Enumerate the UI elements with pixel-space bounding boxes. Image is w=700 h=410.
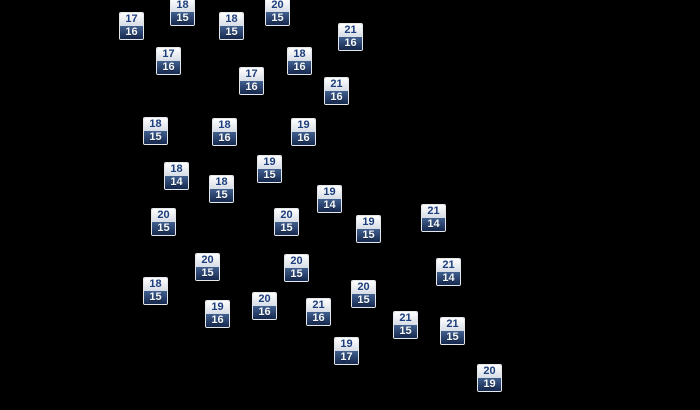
temperature-marker[interactable]: 20 19 — [477, 364, 502, 392]
low-temp-label: 15 — [196, 267, 219, 280]
temperature-marker[interactable]: 18 15 — [170, 0, 195, 26]
temperature-marker[interactable]: 18 15 — [143, 277, 168, 305]
temperature-marker[interactable]: 18 14 — [164, 162, 189, 190]
low-temp-label: 15 — [285, 268, 308, 281]
temperature-marker[interactable]: 20 15 — [151, 208, 176, 236]
temperature-marker[interactable]: 18 15 — [209, 175, 234, 203]
temperature-marker[interactable]: 21 14 — [436, 258, 461, 286]
low-temp-label: 15 — [352, 294, 375, 307]
temperature-marker[interactable]: 19 16 — [205, 300, 230, 328]
low-temp-label: 14 — [422, 218, 445, 231]
temperature-marker[interactable]: 17 16 — [119, 12, 144, 40]
high-temp-label: 18 — [165, 163, 188, 176]
high-temp-label: 18 — [144, 118, 167, 131]
temperature-marker[interactable]: 21 15 — [440, 317, 465, 345]
low-temp-label: 16 — [240, 81, 263, 94]
high-temp-label: 20 — [152, 209, 175, 222]
temperature-marker[interactable]: 20 15 — [284, 254, 309, 282]
temperature-marker[interactable]: 20 15 — [195, 253, 220, 281]
low-temp-label: 16 — [206, 314, 229, 327]
temperature-marker[interactable]: 19 15 — [356, 215, 381, 243]
high-temp-label: 21 — [325, 78, 348, 91]
low-temp-label: 14 — [437, 272, 460, 285]
temperature-marker[interactable]: 19 17 — [334, 337, 359, 365]
low-temp-label: 15 — [220, 26, 243, 39]
high-temp-label: 19 — [335, 338, 358, 351]
temperature-marker[interactable]: 19 14 — [317, 185, 342, 213]
high-temp-label: 21 — [394, 312, 417, 325]
low-temp-label: 15 — [210, 189, 233, 202]
high-temp-label: 17 — [240, 68, 263, 81]
low-temp-label: 16 — [120, 26, 143, 39]
temperature-marker[interactable]: 18 15 — [219, 12, 244, 40]
high-temp-label: 20 — [275, 209, 298, 222]
temperature-marker[interactable]: 20 15 — [265, 0, 290, 26]
low-temp-label: 19 — [478, 378, 501, 391]
high-temp-label: 20 — [196, 254, 219, 267]
high-temp-label: 20 — [266, 0, 289, 12]
temperature-marker[interactable]: 21 16 — [306, 298, 331, 326]
low-temp-label: 16 — [339, 37, 362, 50]
high-temp-label: 18 — [220, 13, 243, 26]
low-temp-label: 15 — [441, 331, 464, 344]
temperature-marker[interactable]: 21 16 — [324, 77, 349, 105]
low-temp-label: 16 — [325, 91, 348, 104]
temperature-marker[interactable]: 18 16 — [287, 47, 312, 75]
low-temp-label: 16 — [307, 312, 330, 325]
temperature-marker[interactable]: 20 16 — [252, 292, 277, 320]
high-temp-label: 19 — [292, 119, 315, 132]
high-temp-label: 18 — [213, 119, 236, 132]
temperature-marker[interactable]: 21 15 — [393, 311, 418, 339]
low-temp-label: 17 — [335, 351, 358, 364]
high-temp-label: 19 — [258, 156, 281, 169]
temperature-marker[interactable]: 20 15 — [351, 280, 376, 308]
temperature-marker[interactable]: 21 16 — [338, 23, 363, 51]
temperature-marker[interactable]: 17 16 — [156, 47, 181, 75]
high-temp-label: 17 — [157, 48, 180, 61]
low-temp-label: 15 — [152, 222, 175, 235]
high-temp-label: 19 — [357, 216, 380, 229]
low-temp-label: 16 — [157, 61, 180, 74]
high-temp-label: 21 — [441, 318, 464, 331]
high-temp-label: 17 — [120, 13, 143, 26]
high-temp-label: 18 — [288, 48, 311, 61]
low-temp-label: 15 — [266, 12, 289, 25]
high-temp-label: 20 — [253, 293, 276, 306]
high-temp-label: 19 — [206, 301, 229, 314]
temperature-marker[interactable]: 19 16 — [291, 118, 316, 146]
low-temp-label: 15 — [171, 12, 194, 25]
low-temp-label: 15 — [258, 169, 281, 182]
temperature-marker[interactable]: 19 15 — [257, 155, 282, 183]
low-temp-label: 14 — [165, 176, 188, 189]
low-temp-label: 15 — [357, 229, 380, 242]
high-temp-label: 21 — [422, 205, 445, 218]
low-temp-label: 15 — [144, 291, 167, 304]
high-temp-label: 19 — [318, 186, 341, 199]
high-temp-label: 20 — [285, 255, 308, 268]
low-temp-label: 15 — [394, 325, 417, 338]
low-temp-label: 16 — [213, 132, 236, 145]
temperature-marker[interactable]: 18 15 — [143, 117, 168, 145]
high-temp-label: 18 — [144, 278, 167, 291]
low-temp-label: 15 — [275, 222, 298, 235]
temperature-marker[interactable]: 20 15 — [274, 208, 299, 236]
temperature-marker[interactable]: 17 16 — [239, 67, 264, 95]
low-temp-label: 16 — [292, 132, 315, 145]
high-temp-label: 21 — [437, 259, 460, 272]
low-temp-label: 14 — [318, 199, 341, 212]
high-temp-label: 18 — [171, 0, 194, 12]
high-temp-label: 20 — [352, 281, 375, 294]
high-temp-label: 20 — [478, 365, 501, 378]
low-temp-label: 16 — [288, 61, 311, 74]
high-temp-label: 18 — [210, 176, 233, 189]
temperature-marker[interactable]: 18 16 — [212, 118, 237, 146]
high-temp-label: 21 — [339, 24, 362, 37]
temperature-marker[interactable]: 21 14 — [421, 204, 446, 232]
low-temp-label: 15 — [144, 131, 167, 144]
high-temp-label: 21 — [307, 299, 330, 312]
low-temp-label: 16 — [253, 306, 276, 319]
